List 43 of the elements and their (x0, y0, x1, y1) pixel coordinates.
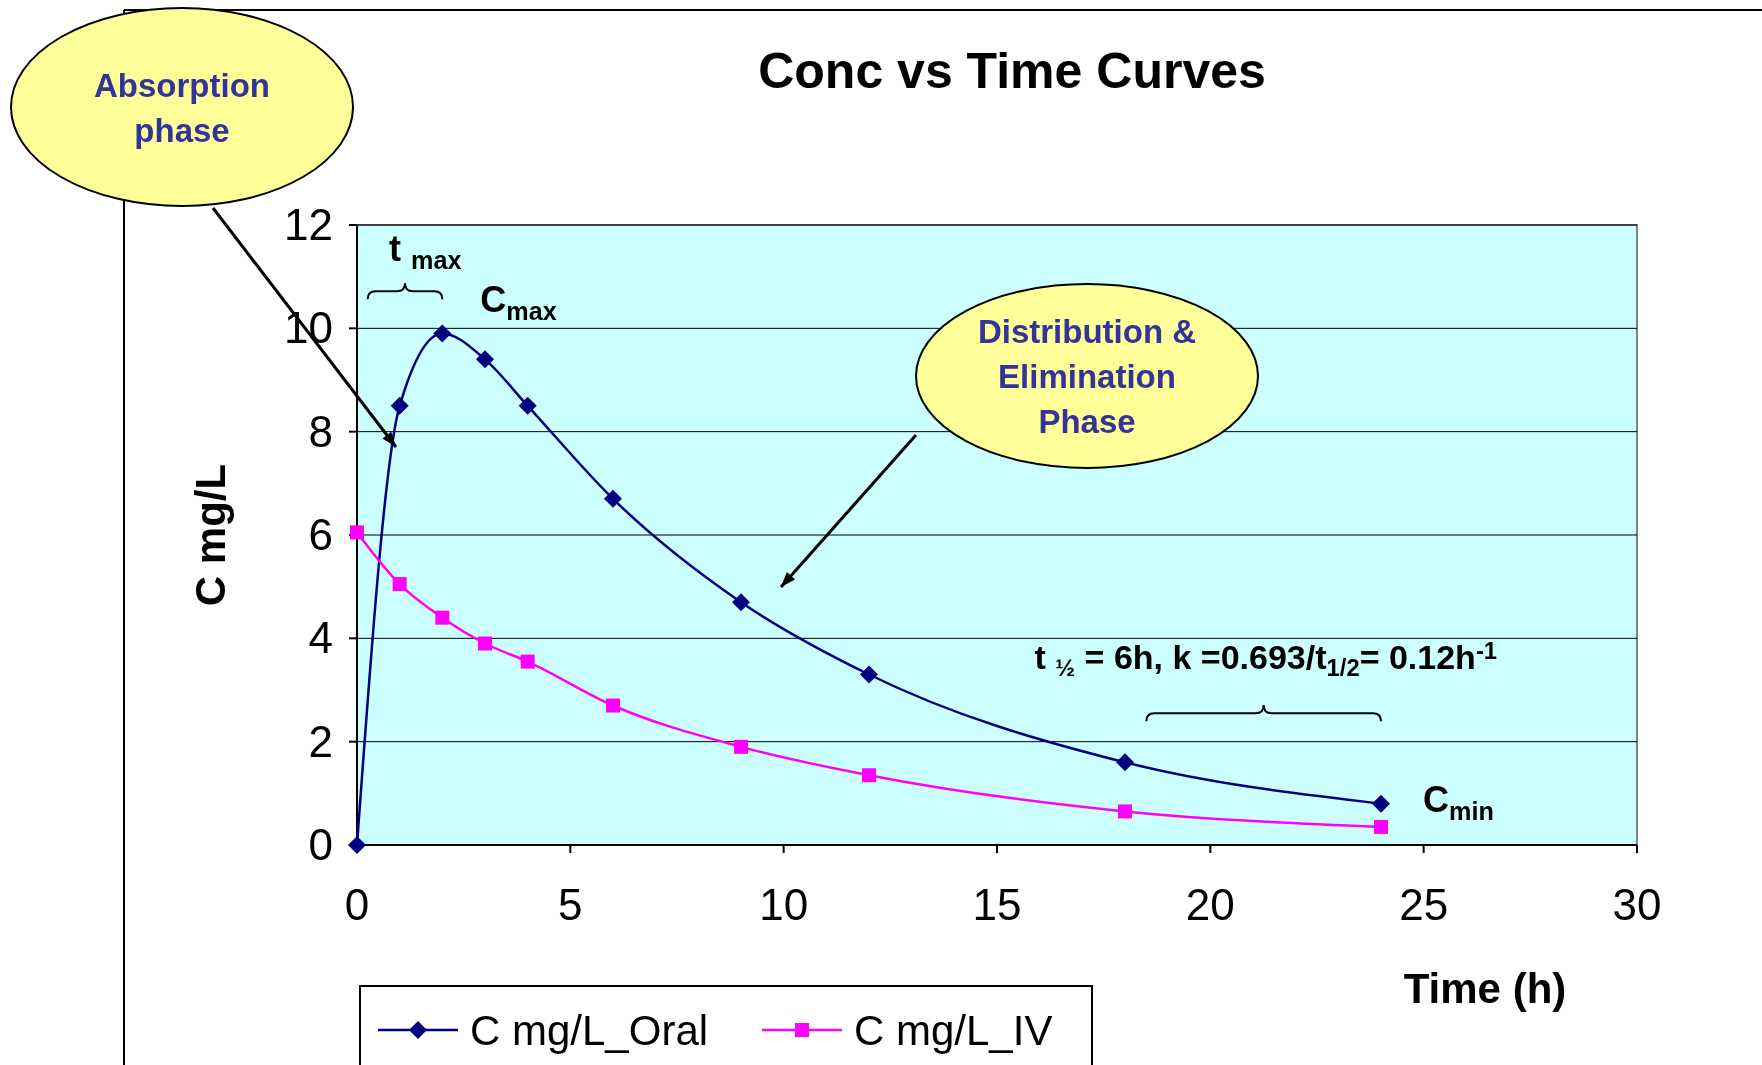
point (1116, 753, 1134, 772)
x-tick-label: 25 (1399, 880, 1449, 929)
annotation: C$_{min}$ (1423, 778, 1494, 825)
annotation: t $_{½}$ = 6h, k =0.693/t$_{1/2}$= 0.12h$^{-1}$ (1034, 637, 1498, 682)
point (734, 739, 748, 754)
annotation: Distribution & Elimination Phase (977, 313, 1197, 440)
point (1372, 794, 1390, 813)
y-tick-label: 2 (308, 716, 333, 766)
x-tick-label: 20 (1185, 880, 1235, 929)
chart-title: Conc vs Time Curves (758, 43, 1266, 99)
x-tick-label: 30 (1612, 880, 1662, 929)
y-tick-label: 0 (308, 820, 333, 869)
point (348, 836, 366, 854)
x-tick-label: 15 (972, 880, 1022, 929)
point (476, 350, 494, 369)
y-tick-label: 12 (284, 200, 333, 249)
point (478, 636, 492, 651)
x-tick-label: 5 (558, 880, 583, 929)
annotation: C$_{max}$ (480, 278, 557, 324)
point (1374, 819, 1388, 834)
y-axis-title: C mg/L (187, 463, 234, 607)
x-axis-title: Time (h) (1403, 965, 1567, 1012)
point (860, 665, 878, 684)
y-tick-label: 6 (308, 510, 333, 559)
point (392, 577, 407, 592)
point (390, 396, 409, 415)
point (862, 768, 876, 783)
point (518, 396, 537, 415)
y-tick-label: 8 (308, 406, 333, 456)
legend-label: C mg/L_IV (854, 1007, 1053, 1054)
point (1118, 804, 1132, 819)
x-tick-label: 10 (759, 880, 809, 929)
y-tick-label: 4 (308, 613, 333, 663)
point (520, 654, 535, 669)
point (604, 489, 622, 508)
x-tick-label: 0 (344, 880, 370, 929)
point (732, 593, 750, 612)
legend-label: C mg/L_Oral (470, 1007, 709, 1054)
point (435, 610, 450, 625)
point (433, 324, 452, 343)
text: Absorption phase (94, 66, 270, 149)
annotation: t $_{max}$ (389, 228, 462, 274)
point (606, 698, 620, 713)
